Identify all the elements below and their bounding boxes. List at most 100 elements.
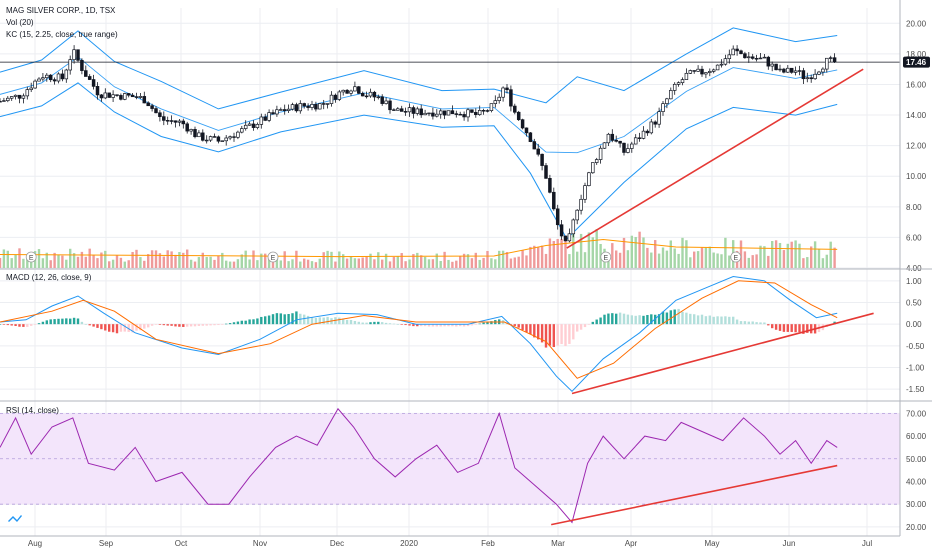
volume-bar — [84, 256, 87, 268]
macd-histogram-bar — [615, 313, 618, 325]
volume-bar — [318, 258, 321, 268]
price-candle-body — [134, 96, 139, 98]
volume-bar — [443, 251, 446, 268]
macd-histogram-bar — [2, 324, 6, 325]
macd-histogram-bar — [732, 316, 735, 325]
macd-histogram-bar — [673, 309, 676, 325]
volume-bar — [22, 258, 25, 268]
price-candle-body — [360, 92, 365, 97]
price-candle-body — [267, 112, 271, 121]
volume-bar — [326, 250, 329, 268]
x-tick-may: May — [704, 539, 719, 548]
price-candle-body — [633, 137, 638, 145]
macd-histogram-bar — [108, 324, 111, 332]
volume-bar — [357, 258, 360, 268]
price-candle-body — [470, 109, 474, 113]
price-candle-body — [169, 120, 174, 122]
volume-bar — [283, 251, 286, 268]
volume-bar — [763, 246, 766, 268]
macd-histogram-bar — [236, 321, 240, 325]
macd-histogram-bar — [123, 324, 126, 332]
volume-bar — [646, 247, 649, 268]
macd-histogram-bar — [30, 324, 33, 326]
volume-bar — [552, 240, 555, 268]
volume-bar — [361, 257, 364, 268]
macd-histogram-bar — [552, 324, 555, 348]
price-candle-body — [185, 123, 189, 132]
trendlines — [551, 68, 874, 526]
volume-bar — [377, 252, 380, 268]
volume-bar — [205, 257, 208, 268]
macd-histogram-bar — [802, 324, 805, 334]
macd-histogram-bar — [755, 322, 758, 325]
macd-histogram-bar — [135, 324, 138, 331]
price-candle-body — [704, 72, 708, 75]
macd-legend: MACD (12, 26, close, 9) — [6, 273, 92, 282]
volume-bar — [392, 256, 396, 268]
volume-bar — [299, 261, 302, 268]
macd-histogram-bar — [416, 324, 419, 327]
volume-bar — [755, 254, 758, 268]
macd-histogram-bar — [174, 324, 177, 327]
macd-histogram-bar — [513, 324, 516, 326]
rsi-y-tick-4: 30.00 — [906, 500, 927, 509]
macd-histogram-bar — [459, 324, 462, 327]
price-candle-body — [575, 209, 579, 221]
macd-histogram-bar — [65, 318, 68, 325]
price-candle-body — [107, 92, 111, 98]
volume-bar — [470, 258, 474, 268]
logo-icon — [8, 515, 22, 522]
macd-histogram-bar — [751, 321, 754, 325]
price-candle-body — [739, 50, 743, 55]
price-candle-body — [528, 132, 533, 142]
price-candle-body — [17, 94, 22, 99]
volume-bar — [373, 259, 376, 268]
volume-bar — [412, 254, 415, 268]
macd-histogram-bar — [287, 313, 290, 325]
price-candle-body — [193, 129, 197, 138]
macd-histogram-bar — [147, 324, 150, 328]
volume-bar — [150, 250, 154, 268]
macd-histogram-bar — [326, 316, 329, 325]
price-candle-body — [828, 57, 833, 59]
macd-histogram-bar — [384, 322, 388, 325]
last-price-badge: 17.46 — [903, 56, 930, 68]
volume-bar — [6, 250, 9, 268]
price-candle-body — [669, 90, 673, 100]
macd-histogram-bar — [681, 311, 684, 325]
volume-bar — [560, 238, 563, 268]
macd-histogram-bar — [778, 324, 782, 331]
price-candle-body — [567, 233, 572, 242]
price-candle-body — [782, 68, 786, 73]
volume-bar — [833, 247, 836, 268]
price-candle-body — [376, 96, 381, 99]
volume-bar — [568, 254, 571, 268]
macd-line — [0, 275, 838, 393]
volume-bar — [193, 261, 197, 268]
volume-bar — [213, 259, 216, 268]
volume-bar — [267, 258, 271, 268]
price-candle-body — [750, 56, 755, 59]
macd-histogram-bar — [189, 324, 193, 327]
macd-histogram-bar — [88, 324, 91, 326]
volume-bar — [88, 248, 91, 268]
price-candle-body — [286, 108, 291, 111]
price-candle-body — [251, 123, 256, 128]
volume-bar — [537, 247, 540, 268]
price-candle-body — [801, 70, 806, 80]
macd-histogram-bar — [455, 324, 458, 327]
price-candle-body — [279, 109, 283, 111]
volume-bar — [322, 252, 325, 268]
keltner-upper-line — [0, 27, 838, 110]
volume-bar — [57, 254, 60, 268]
volume-bar — [490, 258, 493, 268]
macd-histogram-bar — [275, 313, 279, 325]
macd-histogram-bar — [774, 324, 778, 330]
price-candle-body — [602, 142, 607, 149]
volume-bar — [540, 245, 544, 268]
macd-histogram-bar — [283, 314, 286, 325]
price-candle-body — [224, 137, 228, 142]
price-candle-body — [240, 128, 244, 133]
